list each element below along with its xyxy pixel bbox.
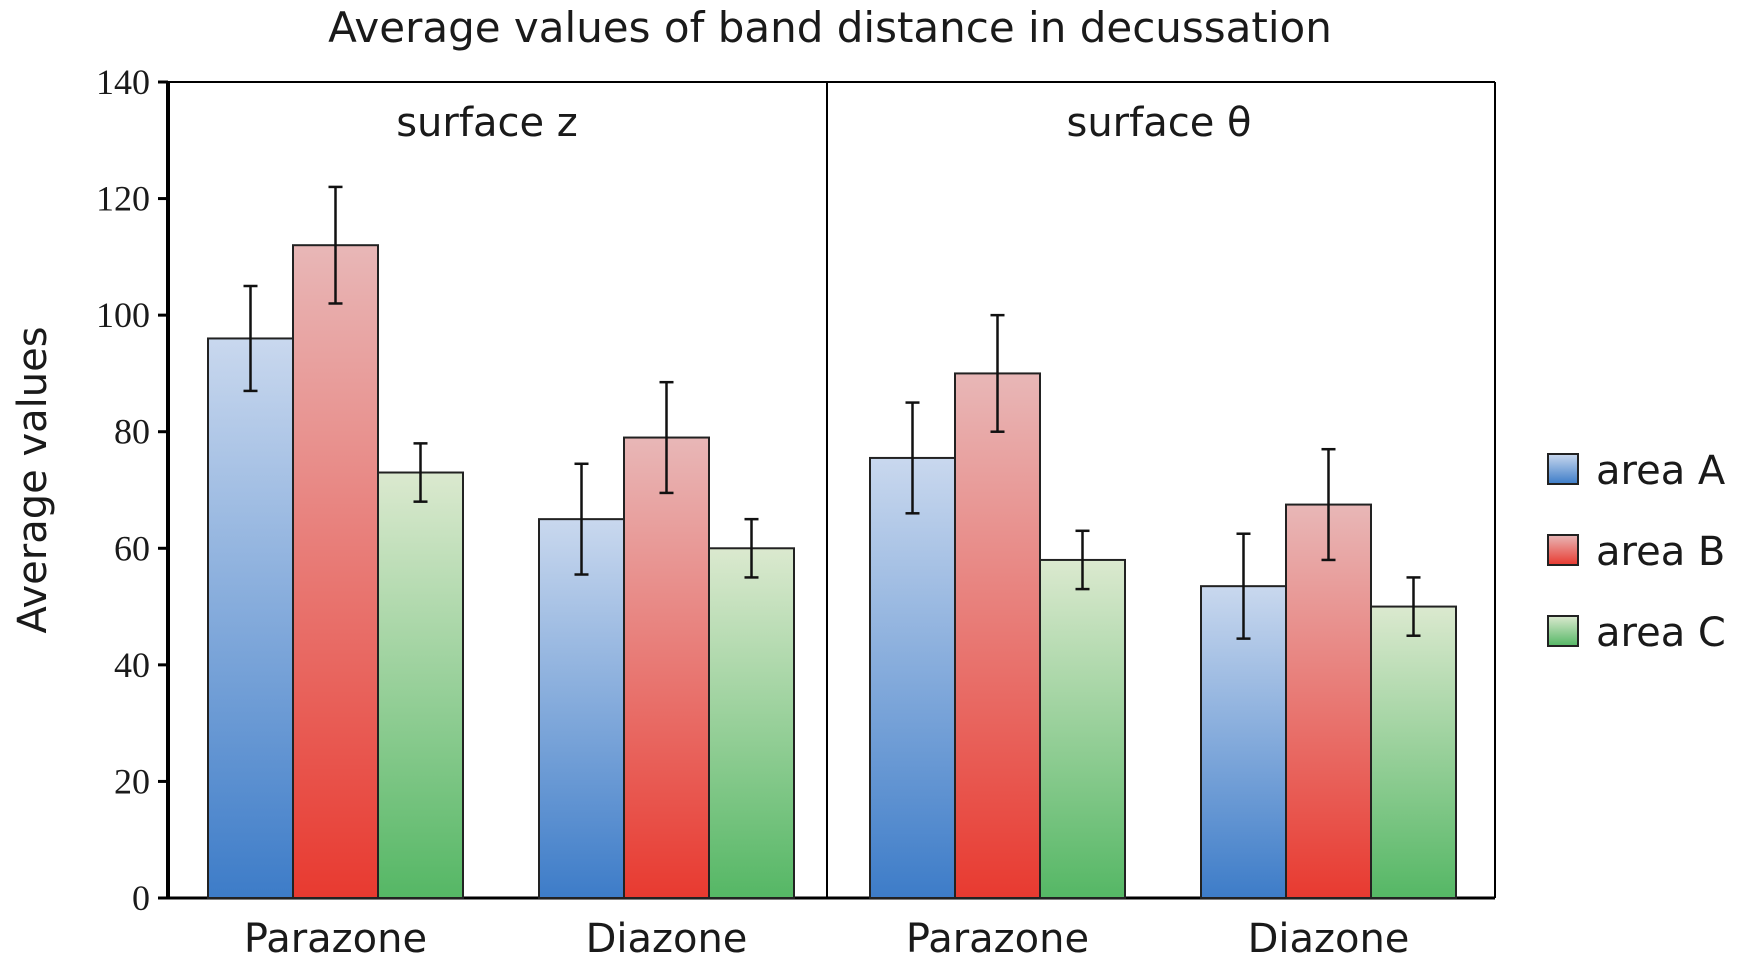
x-tick-label: Parazone (244, 916, 427, 962)
chart-title: Average values of band distance in decus… (328, 3, 1332, 52)
legend-label: area C (1596, 610, 1726, 656)
bar-area-b (1285, 503, 1372, 899)
x-axis-ticks: Parazone Diazone Parazone Diazone (244, 916, 1410, 962)
bar-area-c (377, 471, 464, 899)
bar-area-a (869, 456, 956, 899)
x-tick-label: Diazone (1248, 916, 1410, 962)
legend-label: area A (1596, 448, 1726, 494)
legend-label: area B (1596, 529, 1725, 575)
y-tick-label: 20 (114, 761, 150, 801)
y-tick-label: 80 (114, 412, 150, 452)
bar-area-c (1039, 558, 1126, 899)
y-tick-label: 100 (96, 295, 150, 335)
bar-area-a (207, 337, 294, 899)
error-bars (243, 185, 1421, 640)
panel-label: surface z (396, 100, 578, 146)
y-tick-label: 140 (96, 62, 150, 102)
bar-area-b (954, 372, 1041, 899)
legend-swatch (1547, 534, 1579, 566)
bar-area-b (292, 244, 379, 899)
y-tick-label: 120 (96, 179, 150, 219)
y-tick-label: 40 (114, 645, 150, 685)
x-tick-label: Parazone (906, 916, 1089, 962)
bar-area-c (708, 547, 795, 899)
bar-area-a (538, 518, 625, 900)
legend-swatch (1547, 453, 1579, 485)
bar-area-b (623, 436, 710, 899)
y-tick-label: 60 (114, 528, 150, 568)
panel-label: surface θ (1066, 100, 1251, 146)
panel-labels: surface z surface θ (396, 100, 1251, 146)
y-tick-label: 0 (132, 878, 150, 918)
bar-area-c (1370, 605, 1457, 899)
bars (207, 244, 1457, 900)
x-tick-label: Diazone (586, 916, 748, 962)
legend-swatch (1547, 615, 1579, 647)
y-axis-label: Average values (10, 326, 56, 633)
y-axis-ticks: 0 20 40 60 80 100 120 140 (96, 62, 168, 918)
legend: area A area B area C (1547, 448, 1726, 656)
